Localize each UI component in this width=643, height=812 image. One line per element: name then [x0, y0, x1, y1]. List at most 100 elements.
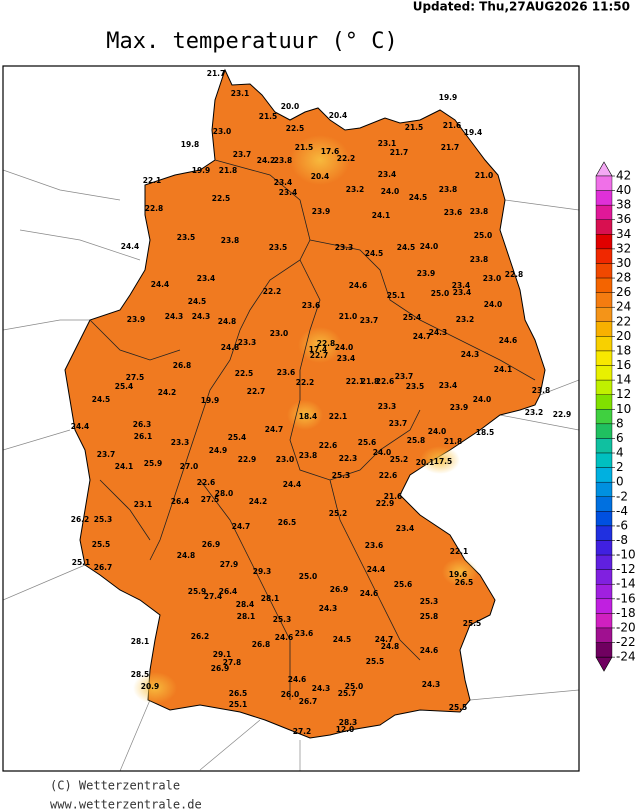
station-value: 24.3	[461, 350, 480, 359]
station-value: 27.9	[220, 560, 239, 569]
station-value: 26.8	[173, 361, 192, 370]
station-value: 24.8	[221, 343, 240, 352]
station-value: 22.6	[376, 377, 395, 386]
station-value: 23.7	[97, 450, 116, 459]
colorbar-label: -8	[616, 533, 628, 547]
station-value: 23.8	[439, 185, 458, 194]
station-value: 25.3	[273, 615, 292, 624]
station-value: 24.4	[367, 565, 386, 574]
station-value: 27.4	[204, 592, 223, 601]
station-value: 23.3	[238, 338, 257, 347]
station-value: 25.8	[407, 436, 426, 445]
station-value: 18.5	[476, 428, 495, 437]
colorbar-swatch	[595, 394, 613, 410]
station-value: 19.9	[439, 93, 458, 102]
colorbar-swatch	[595, 277, 613, 293]
station-value: 23.4	[396, 524, 415, 533]
station-value: 26.1	[134, 432, 153, 441]
station-value: 23.3	[378, 402, 397, 411]
colorbar-label: 2	[616, 460, 624, 474]
station-value: 23.4	[439, 381, 458, 390]
station-value: 19.8	[181, 140, 200, 149]
station-value: 24.0	[373, 448, 392, 457]
station-value: 21.8	[361, 377, 380, 386]
cooler-areas	[133, 135, 478, 704]
colorbar-swatch	[595, 248, 613, 264]
station-value: 22.3	[339, 454, 358, 463]
station-value: 25.5	[366, 657, 385, 666]
station-value: 23.3	[335, 243, 354, 252]
station-value: 25.1	[387, 291, 406, 300]
station-value: 24.4	[151, 280, 170, 289]
station-value: 24.1	[372, 211, 391, 220]
colorbar-label: -20	[616, 620, 636, 634]
station-labels: 21.723.120.021.5 20.419.922.523.0 21.5 21.6…	[71, 69, 572, 736]
station-value: 29.1	[213, 650, 232, 659]
colorbar-label: 12	[616, 387, 631, 401]
station-value: 17.5	[434, 457, 453, 466]
station-value: 24.3	[192, 312, 211, 321]
neighbor-borders	[3, 169, 579, 771]
station-value: 26.5	[455, 578, 474, 587]
updated: Updated: Thu,27AUG2026 11:50	[413, 0, 630, 14]
station-value: 28.5	[131, 670, 150, 679]
state-borders	[89, 159, 536, 700]
station-value: 24.5	[92, 395, 111, 404]
colorbar-swatch	[595, 365, 613, 381]
station-value: 24.0	[335, 343, 354, 352]
station-value: 23.9	[127, 315, 146, 324]
station-value: 20.4	[329, 111, 348, 120]
station-value: 24.7	[375, 635, 394, 644]
colorbar-swatch	[595, 379, 613, 395]
station-value: 22.1	[143, 176, 162, 185]
station-value: 23.1	[134, 500, 153, 509]
station-value: 23.9	[312, 207, 331, 216]
station-value: 24.8	[381, 642, 400, 651]
station-value: 25.1	[229, 700, 248, 709]
station-value: 24.2	[257, 156, 276, 165]
colorbar-label: -16	[616, 591, 636, 605]
station-value: 22.9	[553, 410, 572, 419]
station-value: 24.1	[115, 462, 134, 471]
colorbar-label: 24	[616, 300, 631, 314]
station-value: 29.3	[253, 567, 272, 576]
station-value: 23.7	[389, 419, 408, 428]
station-value: 25.6	[394, 580, 413, 589]
station-value: 23.8	[274, 156, 293, 165]
station-value: 25.1	[72, 558, 91, 567]
station-value: 23.8	[299, 451, 318, 460]
station-value: 22.6	[197, 478, 216, 487]
colorbar-swatch	[595, 263, 613, 279]
station-value: 23.2	[456, 315, 475, 324]
station-value: 23.7	[360, 316, 379, 325]
colorbar-label: -24	[616, 650, 636, 664]
station-value: 21.7	[207, 69, 226, 78]
station-value: 24.4	[71, 422, 90, 431]
station-value: 25.5	[463, 619, 482, 628]
station-value: 24.0	[381, 187, 400, 196]
station-value: 23.6	[277, 368, 296, 377]
station-value: 21.7	[441, 143, 460, 152]
station-value: 23.0	[213, 127, 232, 136]
station-value: 25.6	[358, 438, 377, 447]
station-value: 25.2	[390, 455, 409, 464]
station-value: 28.3	[339, 718, 358, 727]
station-value: 25.3	[94, 515, 113, 524]
station-value: 25.9	[144, 459, 163, 468]
colorbar-label: 0	[616, 475, 624, 489]
station-value: 25.0	[299, 572, 318, 581]
station-value: 25.5	[92, 540, 111, 549]
colorbar-swatch	[595, 452, 613, 468]
station-value: 24.2	[158, 388, 177, 397]
station-value: 24.0	[428, 427, 447, 436]
colorbar-swatch	[595, 481, 613, 497]
station-value: 21.8	[219, 166, 238, 175]
station-value: 23.6	[444, 208, 463, 217]
station-value: 25.2	[329, 509, 348, 518]
colorbar-swatch	[595, 219, 613, 235]
station-value: 17.4	[309, 345, 328, 354]
colorbar-swatch	[595, 321, 613, 337]
station-value: 24.5	[365, 249, 384, 258]
station-value: 23.4	[197, 274, 216, 283]
